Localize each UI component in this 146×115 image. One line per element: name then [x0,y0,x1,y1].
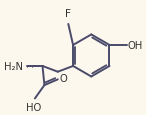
Text: O: O [60,74,67,84]
Text: OH: OH [128,41,143,50]
Text: HO: HO [26,102,41,112]
Text: H₂N: H₂N [4,61,23,71]
Text: F: F [65,9,71,19]
